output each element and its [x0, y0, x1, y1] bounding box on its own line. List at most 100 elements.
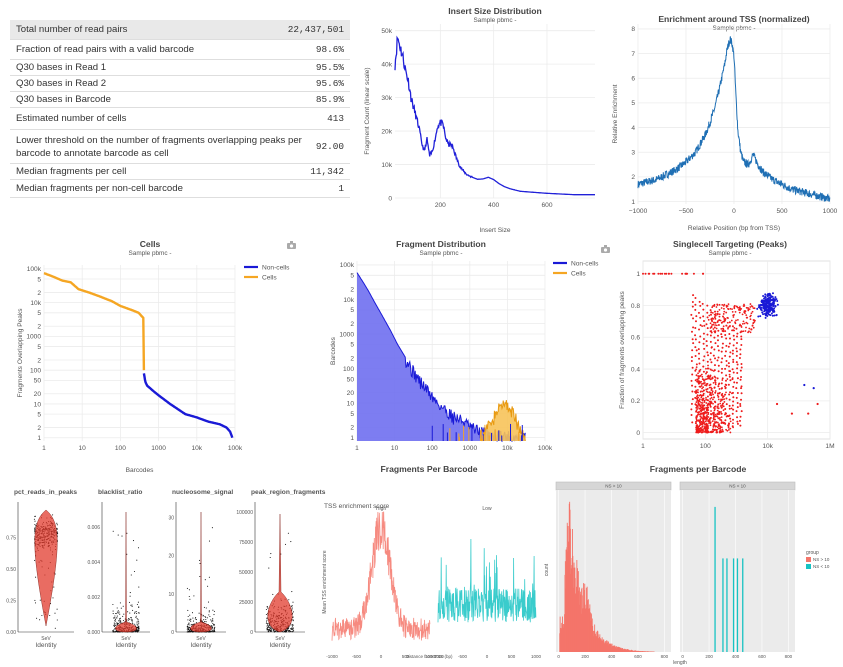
scatter-point — [710, 413, 713, 416]
scatter-point — [720, 382, 723, 385]
scatter-point — [760, 299, 763, 302]
violin-point — [211, 620, 213, 622]
scatter-point — [705, 372, 707, 375]
histogram-bar — [726, 558, 728, 652]
violin-point — [210, 619, 212, 621]
scatter-point — [764, 295, 767, 298]
scatter-point — [721, 379, 724, 381]
scatter-point — [716, 339, 719, 342]
scatter-point — [717, 385, 720, 388]
violin-point — [126, 553, 128, 555]
scatter-point — [694, 320, 697, 323]
violin-point — [138, 621, 140, 623]
chart-title: Fragments Per Barcode — [381, 464, 478, 474]
scatter-point — [699, 324, 702, 327]
legend-label: NS > 10 — [813, 557, 830, 562]
scatter-point — [762, 305, 765, 308]
scatter-point — [740, 330, 743, 333]
y-axis-label: Relative Enrichment — [612, 84, 619, 143]
plot-frame — [642, 260, 831, 440]
scatter-point — [739, 307, 741, 310]
scatter-point — [722, 315, 725, 318]
scatter-point — [719, 431, 722, 434]
metric-label: Median fragments per cell — [16, 166, 127, 177]
violin-point — [291, 625, 293, 627]
scatter-point — [740, 385, 743, 388]
scatter-point — [695, 418, 698, 421]
violin-point — [41, 614, 43, 617]
scatter-point — [714, 376, 717, 379]
scatter-point — [740, 335, 743, 338]
violin-point — [289, 630, 291, 632]
scatter-point — [714, 401, 717, 404]
scatter-point — [717, 411, 720, 414]
scatter-point — [717, 383, 720, 386]
camera-icon[interactable] — [287, 241, 296, 249]
violin-point — [113, 622, 115, 624]
scatter-point — [705, 340, 708, 343]
scatter-point — [759, 308, 762, 311]
scatter-point — [726, 321, 729, 324]
scatter-point — [725, 428, 727, 431]
scatter-point — [718, 313, 721, 316]
violin-point — [118, 620, 120, 622]
scatter-point — [712, 428, 714, 431]
scatter-point — [760, 306, 763, 309]
metric-value: 413 — [327, 113, 344, 124]
scatter-point — [722, 409, 725, 412]
y-axis-label: count — [544, 563, 550, 576]
scatter-point — [716, 409, 719, 412]
scatter-point — [690, 402, 693, 405]
scatter-point — [698, 429, 700, 432]
y-tick-label: 0.8 — [631, 303, 640, 310]
scatter-point — [719, 418, 721, 421]
violin-point — [136, 559, 138, 561]
scatter-point — [718, 315, 721, 318]
y-tick-label: 0.25 — [6, 599, 16, 605]
scatter-point — [727, 362, 730, 365]
violin-point — [119, 617, 121, 619]
legend-label[interactable]: Cells — [571, 271, 586, 278]
violin-point — [205, 618, 207, 621]
scatter-point — [715, 327, 718, 330]
scatter-point — [716, 392, 719, 395]
scatter-point — [719, 400, 722, 403]
legend-label[interactable]: Non-cells — [262, 265, 290, 272]
violin-point — [112, 610, 114, 612]
violin-point — [213, 614, 215, 616]
metric-row: Median fragments per cell 11,342 — [10, 164, 350, 180]
scatter-point — [761, 311, 764, 314]
scatter-point — [699, 422, 702, 425]
y-tick-label: 10 — [34, 401, 42, 408]
legend-label[interactable]: Cells — [262, 275, 277, 282]
scatter-point — [725, 311, 728, 314]
violin-point — [210, 624, 212, 627]
scatter-point — [762, 313, 765, 316]
scatter-point — [695, 366, 698, 369]
violin-point — [119, 621, 121, 623]
y-tick-label: 2 — [350, 321, 354, 328]
violin-point — [291, 628, 293, 630]
scatter-point — [710, 317, 713, 320]
camera-icon[interactable] — [601, 245, 610, 253]
scatter-point — [717, 329, 720, 332]
violin-point — [52, 514, 54, 516]
scatter-point — [695, 420, 697, 423]
scatter-point — [716, 377, 719, 380]
metric-label: Median fragments per non-cell barcode — [16, 183, 183, 194]
scatter-point — [803, 383, 806, 387]
scatter-point — [698, 411, 701, 413]
y-tick-label: 0 — [171, 630, 174, 636]
y-tick-label: 100 — [30, 367, 41, 374]
legend-label[interactable]: Non-cells — [571, 261, 599, 268]
y-tick-label: 25000 — [239, 600, 253, 606]
violin-point — [268, 630, 270, 632]
scatter-point — [663, 272, 666, 275]
scatter-point — [740, 362, 743, 365]
violin-point — [266, 624, 269, 626]
scatter-point — [752, 322, 755, 325]
violin-point — [136, 603, 138, 606]
scatter-point — [716, 310, 719, 313]
violin-point — [192, 617, 194, 619]
